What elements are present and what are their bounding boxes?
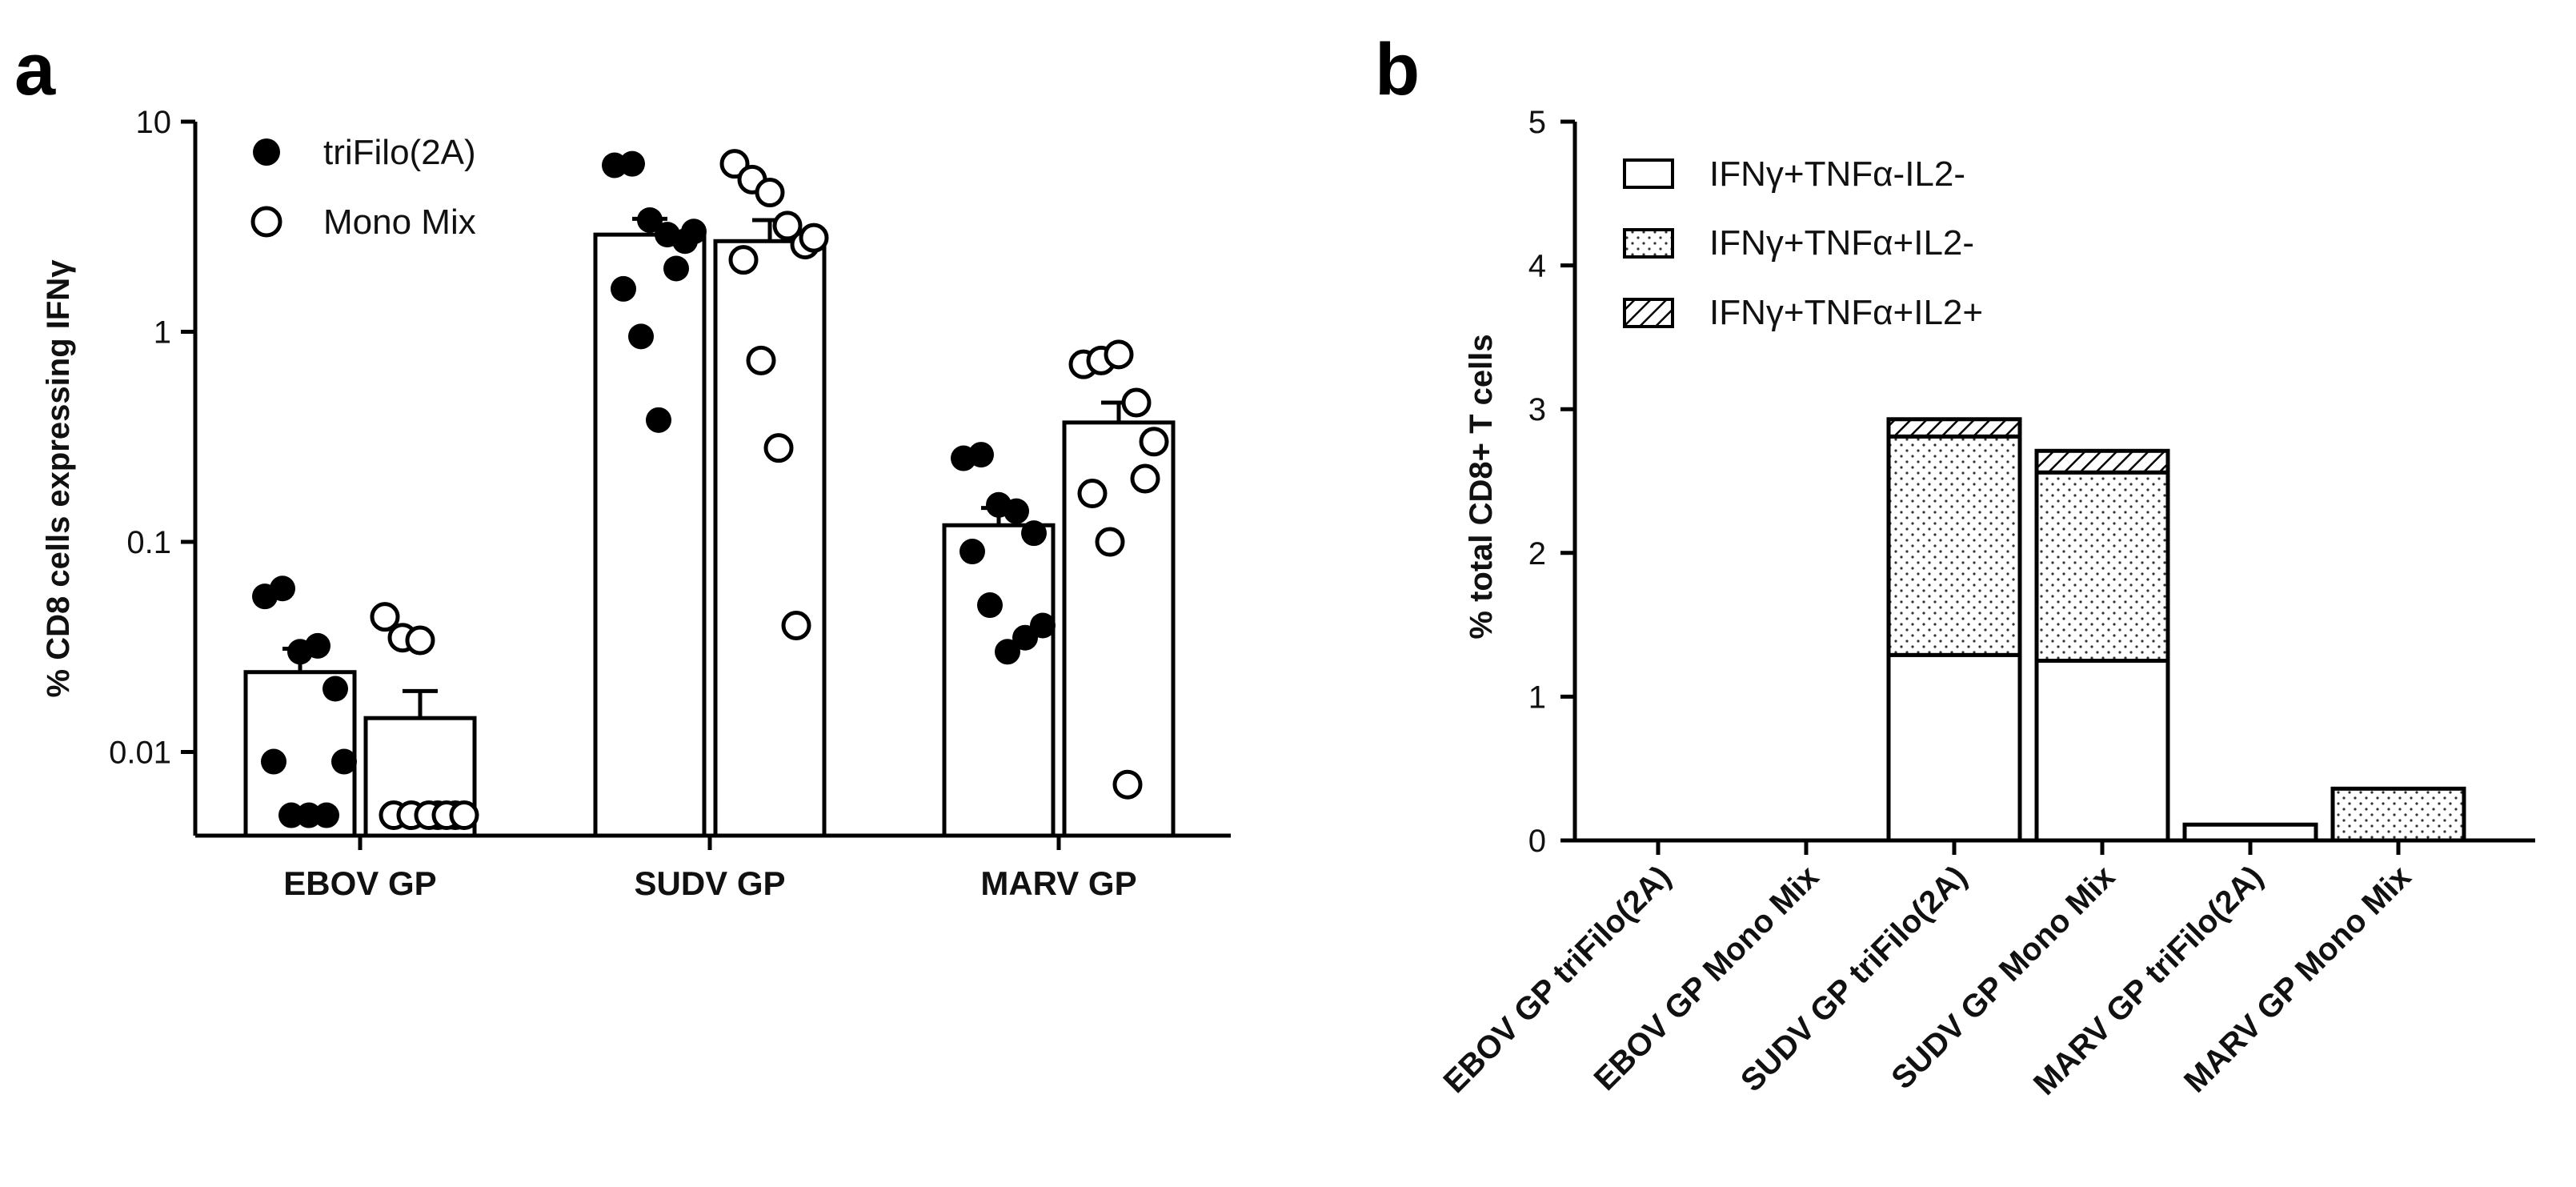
- panel-b-segment-sudv-gp-mono-mix-dotted: [2034, 470, 2170, 663]
- panel-a-point-marv-gp-mono-mix: [1130, 463, 1160, 494]
- panel-a-point-ebov-gp-mono-mix: [405, 625, 435, 656]
- panel-a-point-sudv-gp-trifilo-2a: [681, 219, 707, 245]
- panel-a-point-sudv-gp-trifilo-2a: [663, 255, 689, 282]
- panel-a-point-marv-gp-mono-mix: [1104, 339, 1134, 370]
- panel-b-segment-sudv-gp-mono-mix-hatched: [2034, 448, 2170, 475]
- panel-a-point-ebov-gp-trifilo-2a: [270, 575, 295, 602]
- panel-a-point-ebov-gp-trifilo-2a: [331, 748, 357, 775]
- panel-a-point-sudv-gp-trifilo-2a: [619, 150, 645, 177]
- panel-b-segment-sudv-gp-trifilo-2a-dotted: [1886, 434, 2022, 657]
- panel-a-point-marv-gp-trifilo-2a: [959, 539, 985, 565]
- legend-label-ifn-only: IFNγ+TNFα-IL2-: [1709, 154, 1965, 194]
- panel-a-xtick-label-ebov-gp: EBOV GP: [283, 864, 436, 902]
- panel-a-xtick-label-marv-gp: MARV GP: [980, 864, 1136, 902]
- panel-a-point-sudv-gp-trifilo-2a: [646, 407, 671, 433]
- panel-a-point-marv-gp-trifilo-2a: [1030, 612, 1056, 639]
- panel-b-ytick-label: 3: [1528, 392, 1546, 427]
- panel-a-point-sudv-gp-mono-mix: [781, 610, 811, 640]
- panel-a-bar-marv-gp-trifilo-2a: [942, 523, 1056, 838]
- panel-a-ytick-label: 1: [154, 315, 171, 351]
- panel-a-point-ebov-gp-trifilo-2a: [305, 632, 331, 659]
- panel-b-segment-sudv-gp-trifilo-2a-open: [1886, 652, 2022, 843]
- legend-label-mono-mix: Mono Mix: [323, 203, 476, 242]
- panel-a-point-marv-gp-mono-mix: [1121, 387, 1152, 418]
- panel-b-segment-marv-gp-trifilo-2a-open: [2182, 822, 2318, 843]
- panel-a-point-marv-gp-mono-mix: [1139, 427, 1169, 457]
- panel-a-letter: a: [14, 29, 56, 110]
- panel-b-ytick-label: 1: [1528, 680, 1546, 715]
- panel-a-point-ebov-gp-mono-mix: [449, 800, 479, 831]
- panel-b-ytick-label: 5: [1528, 105, 1546, 140]
- panel-a-xtick-label-sudv-gp: SUDV GP: [634, 864, 785, 902]
- panel-a-point-marv-gp-trifilo-2a: [968, 442, 994, 468]
- panel-a-point-sudv-gp-trifilo-2a: [628, 323, 654, 350]
- panel-a-point-sudv-gp-trifilo-2a: [637, 207, 663, 233]
- legend-label-ifn-tnf: IFNγ+TNFα+IL2-: [1709, 223, 1974, 263]
- panel-b-segment-sudv-gp-mono-mix-open: [2034, 659, 2170, 843]
- panel-a-bar-sudv-gp-mono-mix: [713, 239, 827, 838]
- panel-a-point-ebov-gp-trifilo-2a: [314, 802, 339, 828]
- legend-marker-trifilo: [253, 138, 280, 166]
- panel-a-point-marv-gp-trifilo-2a: [977, 592, 1003, 619]
- panel-a-point-marv-gp-mono-mix: [1077, 479, 1108, 509]
- legend-label-ifn-tnf-il2: IFNγ+TNFα+IL2+: [1709, 293, 1983, 332]
- panel-b-ytick-label: 4: [1528, 249, 1546, 284]
- panel-a-point-ebov-gp-trifilo-2a: [323, 676, 348, 702]
- legend-swatch-dotted: [1623, 228, 1674, 259]
- panel-b-segment-marv-gp-mono-mix-dotted: [2330, 786, 2466, 843]
- panel-b-letter: b: [1375, 29, 1420, 110]
- panel-a-point-marv-gp-mono-mix: [1095, 527, 1125, 557]
- panel-a-point-marv-gp-mono-mix: [1112, 769, 1143, 800]
- panel-a-point-sudv-gp-mono-mix: [763, 433, 794, 463]
- panel-a-y-label: % CD8 cells expressing IFNγ: [41, 259, 76, 698]
- panel-a-ytick-label: 10: [136, 105, 172, 140]
- panel-a-point-sudv-gp-mono-mix: [728, 245, 759, 275]
- panel-a-bar-sudv-gp-trifilo-2a: [593, 232, 707, 838]
- legend-swatch-open: [1623, 158, 1674, 189]
- panel-a-point-ebov-gp-trifilo-2a: [261, 748, 286, 775]
- panel-a-point-ebov-gp-trifilo-2a: [278, 802, 304, 828]
- legend-label-trifilo: triFilo(2A): [323, 133, 476, 172]
- panel-a-ytick-label: 0.1: [126, 525, 171, 560]
- panel-a-point-marv-gp-trifilo-2a: [1004, 498, 1029, 524]
- panel-a-point-sudv-gp-mono-mix: [799, 223, 829, 253]
- legend-swatch-hatched: [1623, 298, 1674, 328]
- panel-b-ytick-label: 0: [1528, 824, 1546, 859]
- panel-a-point-marv-gp-trifilo-2a: [1021, 520, 1047, 547]
- panel-a-point-sudv-gp-mono-mix: [746, 345, 776, 375]
- panel-a-ytick-label: 0.01: [109, 736, 171, 771]
- panel-a-point-sudv-gp-mono-mix: [755, 178, 785, 208]
- panel-a-point-sudv-gp-mono-mix: [772, 211, 803, 241]
- panel-b-segment-sudv-gp-trifilo-2a-hatched: [1886, 417, 2022, 439]
- legend-marker-mono-mix: [250, 206, 282, 238]
- panel-a-point-marv-gp-trifilo-2a: [995, 639, 1020, 665]
- panel-b-ytick-label: 2: [1528, 536, 1546, 571]
- panel-a-point-ebov-gp-trifilo-2a: [296, 802, 322, 828]
- panel-b-y-label: % total CD8+ T cells: [1464, 334, 1499, 639]
- panel-a-point-ebov-gp-mono-mix: [370, 602, 400, 632]
- panel-a-point-sudv-gp-trifilo-2a: [611, 275, 636, 302]
